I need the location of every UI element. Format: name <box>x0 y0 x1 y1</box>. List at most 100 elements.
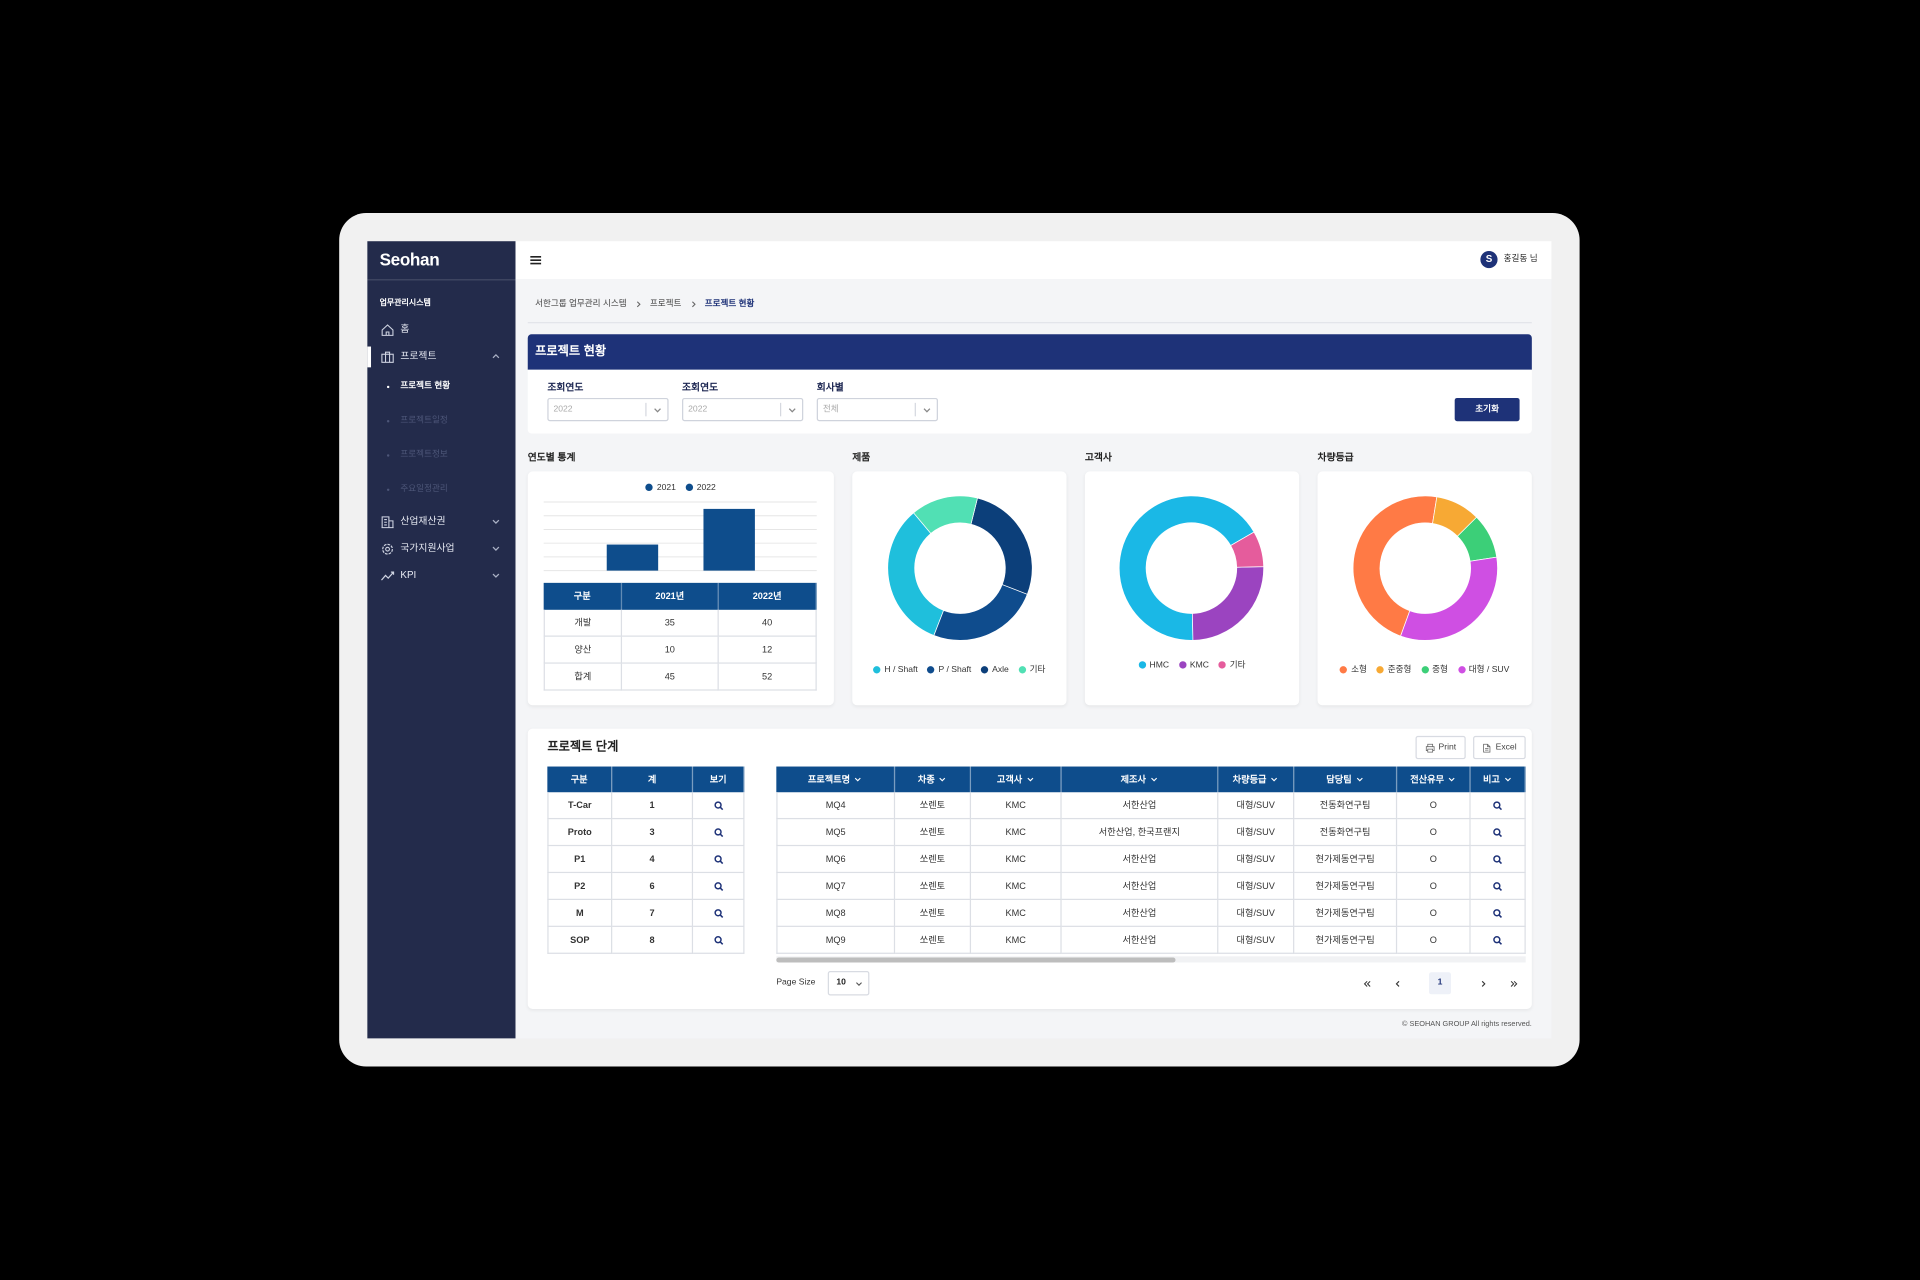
icon-part <box>381 323 394 336</box>
icon-part <box>713 881 722 889</box>
submenu-item[interactable]: 프로젝트 현황 <box>400 382 451 391</box>
down-icon <box>1271 777 1278 782</box>
view-cell[interactable] <box>693 819 745 847</box>
select-divider <box>780 402 782 417</box>
dleft-icon <box>1363 980 1370 987</box>
select-divider <box>914 402 916 417</box>
filter-area <box>527 369 1532 434</box>
view-cell[interactable] <box>693 900 745 927</box>
note-cell[interactable] <box>1470 792 1526 820</box>
legend: H / Shaft P / Shaft Axle 기타 <box>852 662 1066 677</box>
right-icon <box>1481 980 1485 987</box>
table-cell: 현가제동연구팀 <box>1294 846 1398 874</box>
header-label: 고객사 <box>996 773 1023 785</box>
icon-part <box>492 546 500 551</box>
note-cell[interactable] <box>1470 900 1526 927</box>
select-value: 전체 <box>822 405 839 414</box>
filter-label: 조회연도 <box>682 382 719 394</box>
pager-button[interactable] <box>1356 972 1378 994</box>
table-header-cell[interactable]: 제조사 <box>1061 766 1219 793</box>
page-size-select[interactable] <box>827 971 870 996</box>
search-icon <box>713 854 723 864</box>
legend: 소형 준중형 중형 대형 / SUV <box>1318 662 1532 677</box>
pager-button[interactable] <box>1472 972 1494 994</box>
table-cell: 40 <box>718 609 817 637</box>
header-label: 비고 <box>1482 773 1500 785</box>
menu-item[interactable]: KPI <box>400 569 417 581</box>
header-label: 차종 <box>917 773 935 785</box>
table-header-cell[interactable]: 차량등급 <box>1218 766 1295 793</box>
icon-part <box>1356 777 1363 782</box>
icon-part <box>713 827 722 836</box>
submenu-item[interactable]: 주요일정관리 <box>400 484 448 494</box>
table-cell: 대형/SUV <box>1218 846 1295 874</box>
note-cell[interactable] <box>1470 873 1526 900</box>
table-header-cell[interactable]: 고객사 <box>971 766 1062 793</box>
section-label: 업무관리시스템 <box>379 298 431 308</box>
view-cell[interactable] <box>693 792 745 820</box>
note-cell[interactable] <box>1470 846 1526 874</box>
table-header-cell[interactable]: 프로젝트명 <box>776 766 896 793</box>
menu-item[interactable]: 산업재산권 <box>400 515 446 527</box>
icon-part <box>492 353 500 359</box>
legend-swatch <box>873 666 881 674</box>
reset-button[interactable]: 초기화 <box>1454 397 1520 422</box>
legend-item: 2021 <box>645 483 676 492</box>
table-header-cell[interactable]: 담당팀 <box>1294 766 1398 793</box>
search-icon <box>713 827 723 837</box>
icon-part <box>1498 940 1503 945</box>
logo: Seohan <box>379 249 440 270</box>
legend-item: 기타 <box>1218 659 1246 671</box>
breadcrumb-separator <box>636 300 641 307</box>
icon-part <box>1425 743 1435 752</box>
icon-part <box>381 515 394 528</box>
button-label: Print <box>1438 743 1457 752</box>
icon-part <box>385 546 390 551</box>
table-cell: 쏘렌토 <box>895 846 972 874</box>
submenu-item[interactable]: 프로젝트일정 <box>400 416 448 425</box>
menu-icon[interactable] <box>529 253 542 266</box>
bullet <box>386 488 389 492</box>
table-cell: 쏘렌토 <box>895 926 972 954</box>
legend-label: HMC <box>1149 660 1170 670</box>
legend-item: 준중형 <box>1376 664 1411 676</box>
table-header-cell[interactable]: 차종 <box>895 766 972 793</box>
select-box[interactable] <box>682 397 804 422</box>
legend-label: 기타 <box>1229 661 1246 670</box>
scroll-thumb[interactable] <box>776 956 1176 962</box>
legend-swatch <box>685 483 694 492</box>
down-icon <box>923 407 931 412</box>
legend-swatch <box>981 666 989 674</box>
select-box[interactable] <box>816 397 938 422</box>
table-cell: 대형/SUV <box>1218 873 1295 900</box>
view-cell[interactable] <box>693 873 745 900</box>
select-box[interactable] <box>547 397 669 422</box>
submenu-item[interactable]: 프로젝트정보 <box>400 450 448 460</box>
table-header-cell[interactable]: 전산유무 <box>1397 766 1471 793</box>
table-cell: KMC <box>971 873 1062 900</box>
menu-item[interactable]: 국가지원사업 <box>400 542 455 554</box>
table-cell: 52 <box>718 663 817 691</box>
action-button[interactable]: Print <box>1415 735 1466 760</box>
pager-button[interactable] <box>1386 972 1408 994</box>
view-cell[interactable] <box>693 846 745 874</box>
note-cell[interactable] <box>1470 819 1526 847</box>
table-cell: MQ9 <box>776 926 896 954</box>
table-header-cell[interactable]: 비고 <box>1470 766 1526 793</box>
pager-current[interactable]: 1 <box>1428 972 1452 995</box>
left-icon <box>1395 980 1399 987</box>
note-cell[interactable] <box>1470 926 1526 954</box>
breadcrumb-item[interactable]: 서한그룹 업무관리 시스템 <box>535 300 627 309</box>
icon-part <box>1481 980 1485 987</box>
icon-part <box>719 832 723 837</box>
legend-swatch <box>1421 666 1429 674</box>
pager-button[interactable] <box>1502 972 1524 994</box>
view-cell[interactable] <box>693 926 745 954</box>
table-cell: MQ4 <box>776 792 896 820</box>
table-cell: KMC <box>971 846 1062 874</box>
chart-icon <box>381 570 395 580</box>
menu-item[interactable]: 프로젝트 <box>400 350 437 362</box>
breadcrumb-item[interactable]: 프로젝트 <box>649 300 682 309</box>
action-button[interactable]: Excel <box>1473 735 1526 760</box>
menu-item[interactable]: 홈 <box>400 323 410 335</box>
